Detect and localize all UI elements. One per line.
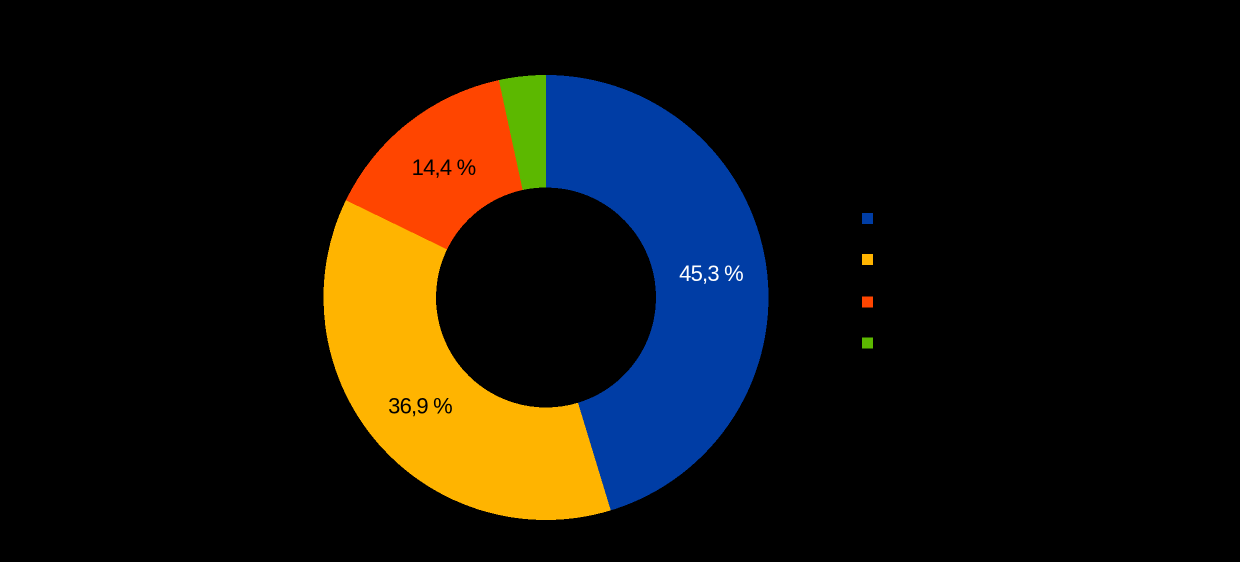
svg-text:36,9 %: 36,9 %	[388, 394, 452, 419]
svg-text:45,3 %: 45,3 %	[679, 261, 743, 286]
svg-text:14,4 %: 14,4 %	[412, 155, 476, 180]
